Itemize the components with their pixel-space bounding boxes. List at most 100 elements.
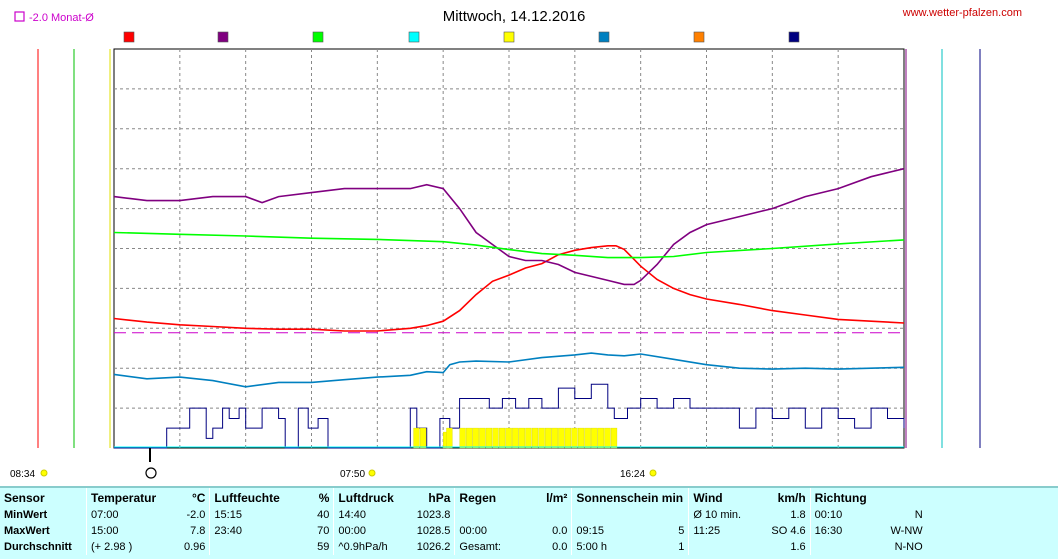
- stats-cell: 0.0: [552, 541, 568, 553]
- sunrise-icon: [40, 469, 48, 477]
- stats-cell: 1: [678, 541, 685, 553]
- stats-cell: 59: [317, 541, 330, 553]
- stats-cell: 1.6: [790, 541, 806, 553]
- stats-row-min: MinWert 07:00 -2.0 15:15 40 14:40 1023.8…: [0, 507, 927, 523]
- stats-cell: [657, 507, 689, 523]
- sunshine-bar: [466, 427, 473, 449]
- stats-header-wind: Wind: [688, 488, 768, 507]
- sunshine-bar: [591, 427, 598, 449]
- astro-morning-time: 07:50: [340, 469, 365, 480]
- stats-header-temp-unit: °C: [191, 490, 206, 505]
- monthly-avg-label: -2.0 Monat-Ø: [29, 12, 94, 24]
- sunshine-bar: [584, 427, 591, 449]
- moon-icon: [145, 467, 157, 479]
- legend-swatch: [408, 31, 420, 43]
- stats-cell: [454, 507, 524, 523]
- stats-cell: 16:30: [809, 523, 885, 539]
- stats-cell: 23:40: [209, 523, 304, 539]
- site-url[interactable]: www.wetter-pfalzen.com: [902, 7, 1022, 19]
- sunshine-bar: [610, 427, 618, 449]
- stats-header-press-unit: hPa: [428, 490, 451, 505]
- stats-header-dir-blank: [885, 488, 927, 507]
- stats-header-hum: Luftfeuchte: [209, 488, 304, 507]
- sunshine-bar: [492, 427, 499, 449]
- legend-swatch: [312, 31, 324, 43]
- stats-cell: N: [914, 509, 923, 521]
- stats-cell: 07:00: [86, 507, 180, 523]
- sunshine-bar: [545, 427, 552, 449]
- stats-cell: 5: [678, 525, 685, 537]
- sunshine-bar: [558, 427, 565, 449]
- stats-cell: [688, 539, 768, 555]
- stats-cell: 15:15: [209, 507, 304, 523]
- stats-cell: 00:00: [333, 523, 413, 539]
- sunshine-bar: [459, 427, 466, 449]
- stats-cell: [571, 507, 658, 523]
- stats-cell: 15:00: [86, 523, 180, 539]
- astro-evening-time: 16:24: [620, 469, 645, 480]
- stats-cell: 1.8: [790, 509, 806, 521]
- sunshine-bar: [525, 427, 532, 449]
- series-line-4: [113, 352, 905, 388]
- stats-cell: W-NW: [890, 525, 923, 537]
- stats-header-row: Sensor Temperatur °C Luftfeuchte % Luftd…: [0, 488, 927, 507]
- stats-cell: SO 4.6: [771, 525, 806, 537]
- stats-header-rain: Regen: [454, 488, 524, 507]
- stats-cell: 0.96: [184, 541, 206, 553]
- sunshine-bar: [472, 427, 479, 449]
- sunshine-bar: [597, 427, 604, 449]
- sunshine-bar: [419, 427, 427, 449]
- sunrise-time: 08:34: [10, 469, 35, 480]
- stats-cell: 1023.8: [416, 509, 451, 521]
- chart-legend: [123, 31, 800, 43]
- stats-row-avg: Durchschnitt (+ 2.98 ) 0.96 59 ^0.9hPa/h…: [0, 539, 927, 555]
- stats-cell: ^0.9hPa/h: [333, 539, 413, 555]
- sunshine-bar: [512, 427, 519, 449]
- stats-cell: Ø 10 min.: [688, 507, 768, 523]
- stats-cell: [523, 507, 572, 523]
- stats-cell: 09:15: [571, 523, 658, 539]
- stats-cell: 1028.5: [416, 525, 451, 537]
- astro-evening-icon: [649, 469, 657, 477]
- sunshine-bar: [498, 427, 506, 449]
- monthly-avg-icon: [14, 11, 25, 22]
- stats-cell: 14:40: [333, 507, 413, 523]
- legend-swatch: [598, 31, 610, 43]
- sunshine-bar: [505, 427, 512, 449]
- legend-swatch: [503, 31, 515, 43]
- stats-row-label: MinWert: [4, 509, 48, 521]
- stats-row-max: MaxWert 15:00 7.8 23:40 70 00:00 1028.5 …: [0, 523, 927, 539]
- sunshine-bar: [479, 427, 486, 449]
- sunshine-bar: [538, 427, 545, 449]
- legend-swatch: [217, 31, 229, 43]
- sunshine-bar: [518, 427, 525, 449]
- series-line-1: [113, 245, 905, 332]
- sunshine-bar: [413, 427, 420, 449]
- stats-header-sensor: Sensor: [4, 490, 45, 505]
- legend-swatch: [123, 31, 135, 43]
- stats-cell: [809, 539, 885, 555]
- chart-grid: [113, 48, 905, 449]
- sunshine-bar: [577, 427, 585, 449]
- stats-cell: 00:00: [454, 523, 524, 539]
- chart-axes: [37, 49, 981, 448]
- stats-header-press: Luftdruck: [333, 488, 413, 507]
- series-line-5: [114, 383, 905, 449]
- stats-cell: 0.0: [552, 525, 568, 537]
- weather-chart: Mittwoch, 14.12.2016 www.wetter-pfalzen.…: [10, 7, 1022, 480]
- sunshine-bar: [571, 427, 578, 449]
- stats-panel: Sensor Temperatur °C Luftfeuchte % Luftd…: [0, 486, 1058, 559]
- series-line-2: [113, 167, 905, 286]
- sunshine-bar: [485, 427, 493, 449]
- sunshine-bar: [531, 427, 539, 449]
- stats-header-dir: Richtung: [809, 488, 885, 507]
- stats-cell: 00:10: [809, 507, 885, 523]
- astro-morning-icon: [368, 469, 376, 477]
- stats-cell: 7.8: [190, 525, 206, 537]
- chart-series: [113, 167, 905, 449]
- stats-cell: Gesamt:: [454, 539, 524, 555]
- stats-cell: [209, 539, 304, 555]
- sunshine-bar: [564, 427, 572, 449]
- legend-swatch: [693, 31, 705, 43]
- stats-row-label: MaxWert: [4, 525, 50, 537]
